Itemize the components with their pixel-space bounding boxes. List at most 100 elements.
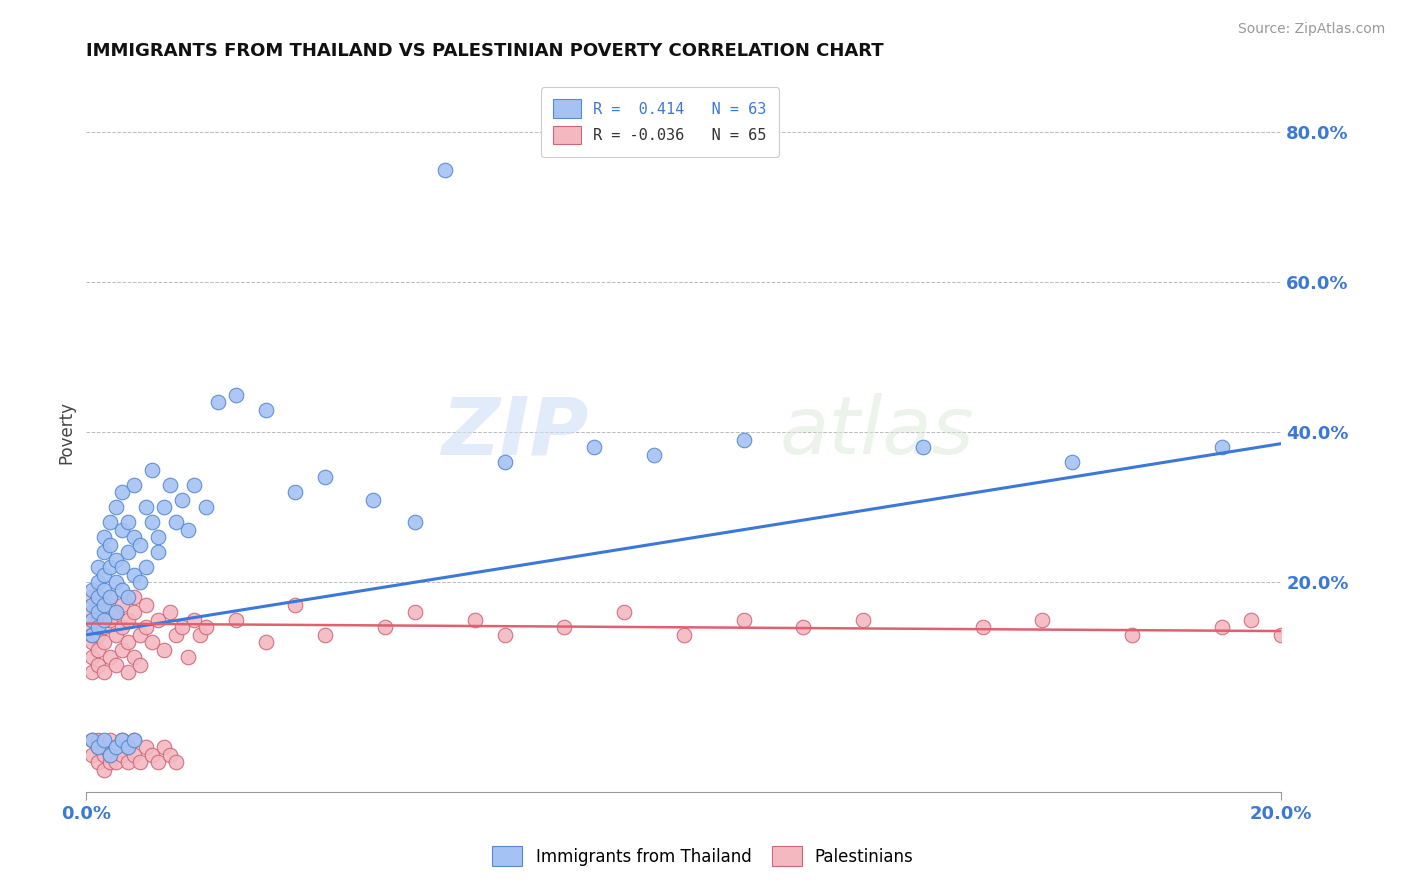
Point [93,732,115,747]
Point [98,613,121,627]
Point [117,740,139,755]
Point [93,740,115,755]
Point [111,598,134,612]
Point [111,560,134,574]
Point [194,620,217,634]
Point [183,613,205,627]
Point [117,613,139,627]
Point [111,747,134,762]
Point [105,657,128,672]
Point [117,635,139,649]
Point [122,530,145,544]
Point [314,628,336,642]
Point [1211,441,1233,455]
Point [111,485,134,500]
Point [129,756,152,770]
Point [93,620,115,634]
Point [87,613,110,627]
Point [87,575,110,590]
Point [87,657,110,672]
Point [111,732,134,747]
Point [170,620,193,634]
Legend: Immigrants from Thailand, Palestinians: Immigrants from Thailand, Palestinians [484,838,922,875]
Point [105,500,128,515]
Point [98,650,121,665]
Point [141,747,163,762]
Point [87,560,110,574]
Point [87,598,110,612]
Point [159,478,181,492]
Point [122,747,145,762]
Point [207,395,229,409]
Point [82,635,104,649]
Point [733,433,755,447]
Point [117,591,139,605]
Point [225,388,247,402]
Point [314,470,336,484]
Point [117,756,139,770]
Point [972,620,994,634]
Point [82,628,104,642]
Point [111,642,134,657]
Point [87,756,110,770]
Point [1240,613,1263,627]
Point [284,598,307,612]
Point [135,620,157,634]
Text: ZIP: ZIP [441,393,588,471]
Point [93,582,115,597]
Point [146,613,169,627]
Point [194,500,217,515]
Point [153,642,176,657]
Point [129,538,152,552]
Point [1031,613,1053,627]
Text: IMMIGRANTS FROM THAILAND VS PALESTINIAN POVERTY CORRELATION CHART: IMMIGRANTS FROM THAILAND VS PALESTINIAN … [86,42,884,60]
Point [98,732,121,747]
Point [105,756,128,770]
Point [105,605,128,619]
Point [87,740,110,755]
Point [93,763,115,777]
Point [1270,628,1292,642]
Point [122,732,145,747]
Point [146,756,169,770]
Point [122,567,145,582]
Point [122,591,145,605]
Point [93,598,115,612]
Point [911,441,934,455]
Point [613,605,636,619]
Point [153,740,176,755]
Point [153,500,176,515]
Point [122,650,145,665]
Point [82,620,104,634]
Point [129,657,152,672]
Point [111,582,134,597]
Point [93,605,115,619]
Point [82,613,104,627]
Point [183,478,205,492]
Point [165,628,187,642]
Point [165,516,187,530]
Point [177,523,200,537]
Point [98,591,121,605]
Point [159,747,181,762]
Point [87,732,110,747]
Point [82,628,104,642]
Point [141,516,163,530]
Point [87,740,110,755]
Point [1121,628,1143,642]
Point [98,756,121,770]
Point [129,575,152,590]
Point [82,582,104,597]
Point [404,605,426,619]
Point [87,620,110,634]
Point [117,545,139,559]
Point [146,545,169,559]
Point [87,591,110,605]
Point [111,523,134,537]
Point [553,620,575,634]
Point [93,665,115,680]
Point [105,740,128,755]
Text: atlas: atlas [779,393,974,471]
Point [141,635,163,649]
Point [87,605,110,619]
